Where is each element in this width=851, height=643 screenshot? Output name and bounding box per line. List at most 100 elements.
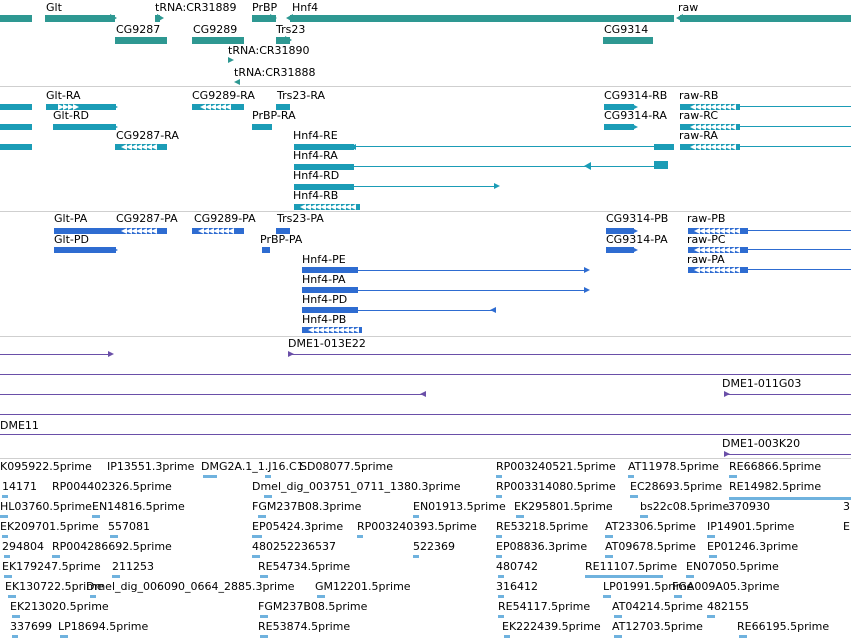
est-feature[interactable]: [260, 615, 268, 618]
est-feature[interactable]: [252, 555, 260, 558]
est-feature[interactable]: [605, 555, 613, 558]
feature-line[interactable]: [0, 414, 851, 415]
est-label[interactable]: RE53218.5prime: [496, 520, 589, 533]
est-label[interactable]: FGM237B08.3prime: [252, 500, 362, 513]
feature-bar[interactable]: [294, 164, 354, 170]
gene-bar[interactable]: [290, 15, 674, 22]
label-glt-pa[interactable]: Glt-PA: [54, 212, 88, 225]
est-label[interactable]: RE11107.5prime: [585, 560, 678, 573]
est-label[interactable]: 480742: [496, 560, 538, 573]
feature-line[interactable]: [290, 354, 851, 355]
feature-bar[interactable]: [54, 228, 116, 234]
est-label[interactable]: EK222439.5prime: [502, 620, 601, 633]
est-label[interactable]: E: [843, 520, 850, 533]
feature-line[interactable]: [740, 146, 851, 147]
feature-bar[interactable]: [0, 144, 32, 150]
est-label[interactable]: EN01913.5prime: [413, 500, 506, 513]
est-feature[interactable]: [112, 575, 120, 578]
feature-bar[interactable]: [276, 104, 290, 110]
est-feature[interactable]: [12, 615, 20, 618]
gene-bar[interactable]: [680, 15, 851, 22]
est-label[interactable]: AT04214.5prime: [612, 600, 703, 613]
label-raw-pc[interactable]: raw-PC: [687, 233, 726, 246]
label-cg9314-ra[interactable]: CG9314-RA: [604, 109, 667, 122]
est-label[interactable]: DMG2A.1_1.J16.C1: [201, 460, 304, 473]
est-label[interactable]: RE66866.5prime: [729, 460, 822, 473]
est-label[interactable]: EK295801.5prime: [514, 500, 613, 513]
label-cg9314-pa[interactable]: CG9314-PA: [606, 233, 668, 246]
est-label[interactable]: K095922.5prime: [0, 460, 92, 473]
label-cg9287[interactable]: CG9287: [116, 23, 161, 36]
est-label[interactable]: EN14816.5prime: [92, 500, 185, 513]
est-feature[interactable]: [496, 475, 502, 478]
feature-line[interactable]: [724, 394, 851, 395]
est-label[interactable]: EK179247.5prime: [2, 560, 101, 573]
est-label[interactable]: Dmel_dig_003751_0711_1380.3prime: [252, 480, 461, 493]
label-cg9314-pb[interactable]: CG9314-PB: [606, 212, 669, 225]
feature-line[interactable]: [0, 374, 851, 375]
est-label[interactable]: 370930: [728, 500, 770, 513]
est-feature[interactable]: [674, 595, 682, 598]
label-hnf4-pd[interactable]: Hnf4-PD: [302, 293, 348, 306]
feature-line[interactable]: [0, 434, 851, 435]
est-label[interactable]: 522369: [413, 540, 455, 553]
est-feature[interactable]: [203, 475, 217, 478]
feature-line[interactable]: [748, 269, 851, 270]
label-dme11[interactable]: DME11: [0, 419, 39, 432]
est-feature[interactable]: [4, 575, 12, 578]
est-label[interactable]: RP003314080.5prime: [496, 480, 616, 493]
feature-bar[interactable]: [252, 124, 272, 130]
est-label[interactable]: FGA009A05.3prime: [672, 580, 780, 593]
est-feature[interactable]: [110, 535, 118, 538]
est-feature[interactable]: [729, 497, 851, 500]
label-cg9287-pa[interactable]: CG9287-PA: [116, 212, 178, 225]
label-hnf4-ra[interactable]: Hnf4-RA: [293, 149, 338, 162]
feature-line[interactable]: [0, 354, 112, 355]
est-label[interactable]: 482155: [707, 600, 749, 613]
label-raw-pb[interactable]: raw-PB: [687, 212, 726, 225]
est-label[interactable]: LP01991.5prime: [603, 580, 694, 593]
feature-bar[interactable]: [302, 307, 358, 313]
est-label[interactable]: HL03760.5prime: [0, 500, 92, 513]
label-trna-cr31889[interactable]: tRNA:CR31889: [155, 1, 237, 14]
est-feature[interactable]: [12, 635, 18, 638]
est-label[interactable]: LP18694.5prime: [58, 620, 149, 633]
est-feature[interactable]: [90, 595, 96, 598]
est-feature[interactable]: [739, 635, 747, 638]
est-label[interactable]: RE54734.5prime: [258, 560, 351, 573]
est-feature[interactable]: [630, 495, 638, 498]
label-trs23-pa[interactable]: Trs23-PA: [277, 212, 324, 225]
feature-line[interactable]: [748, 230, 851, 231]
est-label[interactable]: EK130722.5prime: [5, 580, 104, 593]
est-label[interactable]: EP05424.3prime: [252, 520, 344, 533]
est-feature[interactable]: [707, 615, 715, 618]
label-cg9289-pa[interactable]: CG9289-PA: [194, 212, 256, 225]
feature-bar[interactable]: [604, 104, 634, 110]
label-hnf4-pe[interactable]: Hnf4-PE: [302, 253, 346, 266]
est-feature[interactable]: [496, 495, 502, 498]
est-label[interactable]: RP003240393.5prime: [357, 520, 477, 533]
est-feature[interactable]: [413, 555, 419, 558]
est-feature[interactable]: [585, 575, 663, 578]
est-label[interactable]: 316412: [496, 580, 538, 593]
est-feature[interactable]: [8, 595, 16, 598]
feature-line[interactable]: [302, 310, 494, 311]
label-trs23-ra[interactable]: Trs23-RA: [277, 89, 326, 102]
label-cg9314[interactable]: CG9314: [604, 23, 649, 36]
feature-bar[interactable]: [606, 228, 634, 234]
label-hnf4-pb[interactable]: Hnf4-PB: [302, 313, 347, 326]
label-prbp[interactable]: PrBP: [252, 1, 278, 14]
est-feature[interactable]: [516, 515, 524, 518]
est-feature[interactable]: [614, 615, 622, 618]
label-raw-rb[interactable]: raw-RB: [679, 89, 719, 102]
est-feature[interactable]: [317, 595, 325, 598]
est-feature[interactable]: [92, 515, 100, 518]
label-raw-rc[interactable]: raw-RC: [679, 109, 719, 122]
est-feature[interactable]: [628, 475, 634, 478]
est-feature[interactable]: [614, 635, 622, 638]
est-feature[interactable]: [496, 535, 502, 538]
est-feature[interactable]: [60, 635, 68, 638]
est-feature[interactable]: [265, 475, 271, 478]
est-label[interactable]: FGM237B08.5prime: [258, 600, 368, 613]
est-feature[interactable]: [0, 515, 8, 518]
